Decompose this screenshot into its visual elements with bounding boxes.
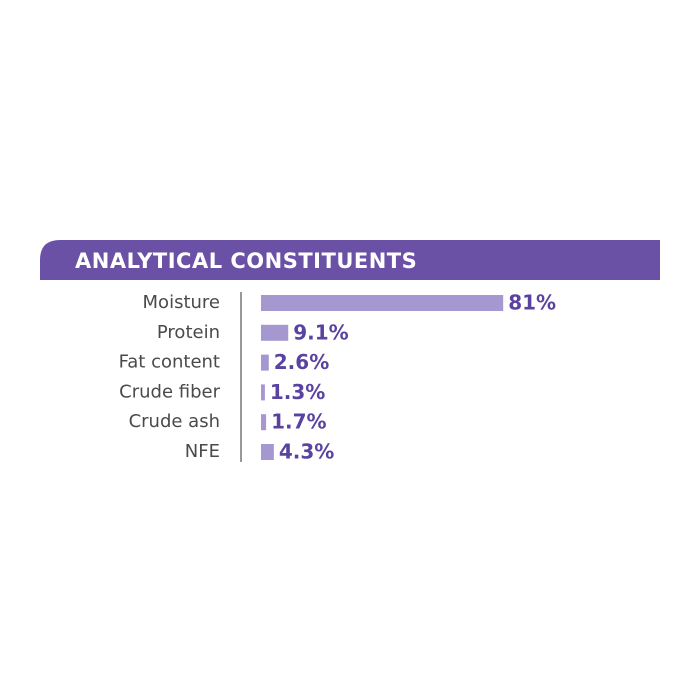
chart-title: ANALYTICAL CONSTITUENTS <box>75 249 417 273</box>
value-label: 1.7% <box>271 410 326 434</box>
bar <box>261 324 289 341</box>
bar <box>261 384 265 401</box>
category-label: Crude ash <box>129 411 220 432</box>
value-label: 1.3% <box>270 380 325 404</box>
value-label: 9.1% <box>293 320 348 344</box>
title-banner <box>40 240 660 280</box>
category-label: Protein <box>157 322 220 343</box>
bar <box>261 354 269 371</box>
bar <box>261 414 267 431</box>
category-label: NFE <box>185 441 220 462</box>
value-label: 2.6% <box>274 350 329 374</box>
value-label: 81% <box>508 291 556 315</box>
bar <box>261 444 274 460</box>
category-label: Fat content <box>119 352 220 373</box>
value-label: 4.3% <box>279 440 334 464</box>
category-label: Crude fiber <box>119 381 220 402</box>
category-label: Moisture <box>143 292 220 313</box>
bar <box>261 295 504 311</box>
